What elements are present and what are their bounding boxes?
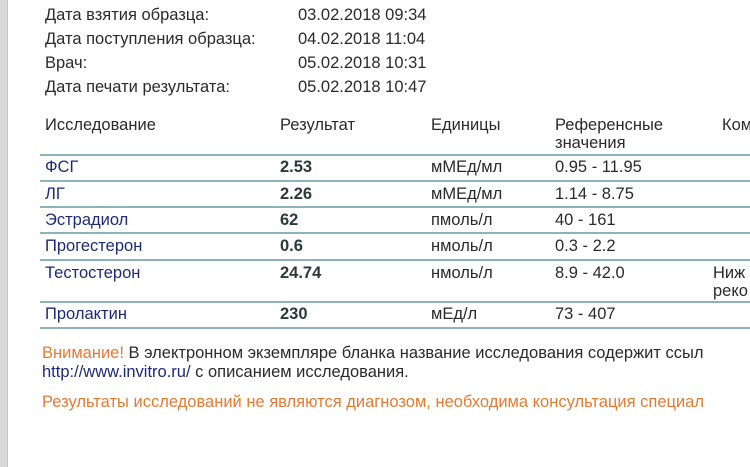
header-comment: Ком [722, 116, 750, 134]
header-test: Исследование [45, 116, 156, 134]
header-result: Результат [280, 116, 356, 134]
divider [40, 154, 750, 156]
test-name-link[interactable]: ЛГ [45, 185, 65, 203]
divider [40, 206, 750, 208]
meta-label: Дата печати результата: [45, 78, 230, 96]
header-reference-2: значения [555, 134, 626, 152]
meta-value: 05.02.2018 10:47 [298, 78, 427, 96]
result-value: 230 [280, 305, 308, 323]
invitro-link[interactable]: http://www.invitro.ru/ [42, 363, 191, 381]
meta-value: 03.02.2018 09:34 [298, 6, 427, 24]
result-value: 62 [280, 211, 299, 229]
result-value: 24.74 [280, 264, 322, 282]
attention-text-2: с описанием исследования. [190, 363, 409, 381]
attention-label: Внимание! [42, 344, 124, 362]
units: пмоль/л [431, 211, 493, 229]
comment-line-2: реко [713, 282, 748, 300]
units: мМЕд/мл [431, 158, 503, 176]
result-value: 2.53 [280, 158, 313, 176]
units: нмоль/л [431, 264, 493, 282]
result-value: 0.6 [280, 237, 303, 255]
divider [40, 259, 750, 261]
test-name-link[interactable]: Эстрадиол [45, 211, 129, 229]
test-name-link[interactable]: Пролактин [45, 305, 127, 323]
disclaimer: Результаты исследований не являются диаг… [42, 393, 704, 411]
meta-label: Врач: [45, 54, 88, 72]
units: мМЕд/мл [431, 185, 503, 203]
result-value: 2.26 [280, 185, 313, 203]
header-reference: Референсные [555, 116, 664, 134]
reference-range: 40 - 161 [555, 211, 616, 229]
divider [40, 180, 750, 182]
meta-label: Дата взятия образца: [45, 6, 210, 24]
units: мЕд/л [431, 305, 478, 323]
meta-value: 05.02.2018 10:31 [298, 54, 427, 72]
divider [40, 327, 750, 329]
meta-value: 04.02.2018 11:04 [298, 30, 426, 48]
attention-note: Внимание! В электронном экземпляре бланк… [42, 344, 703, 363]
meta-label: Дата поступления образца: [45, 30, 256, 48]
reference-range: 8.9 - 42.0 [555, 264, 625, 282]
attention-text: В электронном экземпляре бланка название… [123, 344, 704, 362]
comment: Ниж [713, 264, 746, 282]
units: нмоль/л [431, 237, 493, 255]
attention-note-line-2: http://www.invitro.ru/ с описанием иссле… [42, 363, 409, 382]
test-name-link[interactable]: Прогестерон [45, 237, 143, 255]
window-left-border [0, 0, 8, 467]
reference-range: 1.14 - 8.75 [555, 185, 634, 203]
divider [40, 301, 750, 303]
reference-range: 73 - 407 [555, 305, 616, 323]
test-name-link[interactable]: ФСГ [45, 158, 79, 176]
reference-range: 0.95 - 11.95 [555, 158, 642, 176]
header-units: Единицы [431, 116, 501, 134]
reference-range: 0.3 - 2.2 [555, 237, 616, 255]
test-name-link[interactable]: Тестостерон [45, 264, 141, 282]
divider [40, 232, 750, 234]
